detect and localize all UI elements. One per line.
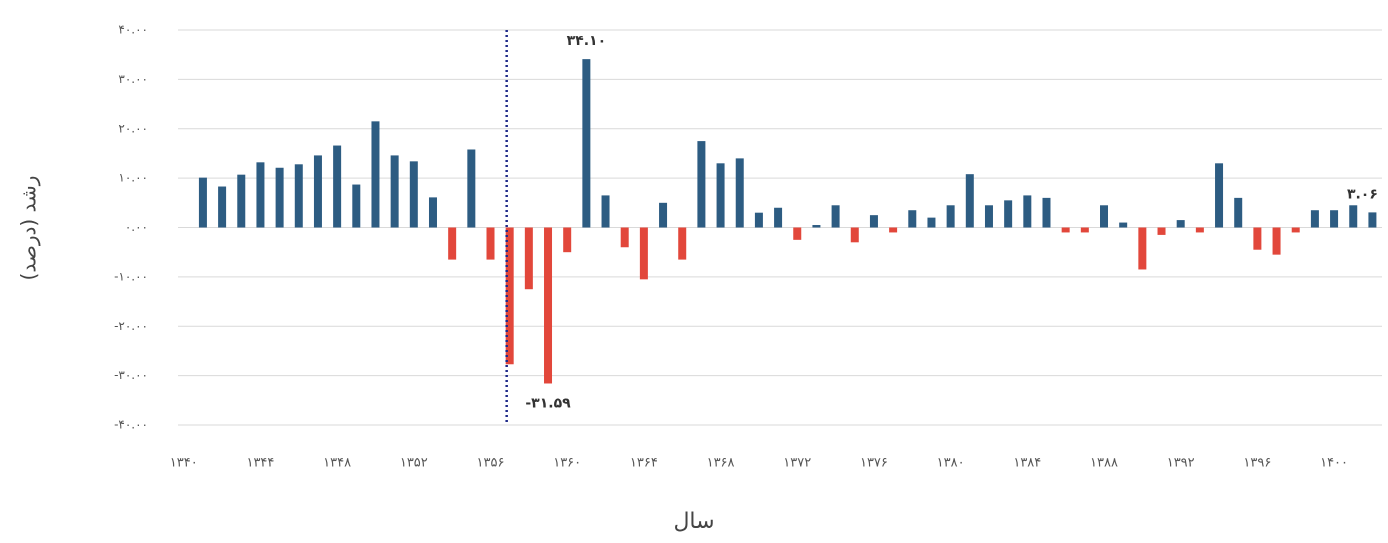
y-tick-label: -۱۰.۰۰ xyxy=(114,269,148,283)
bar xyxy=(735,158,744,228)
bar xyxy=(448,227,457,260)
bar xyxy=(1349,205,1358,228)
bar xyxy=(793,227,802,240)
bar xyxy=(601,195,610,228)
x-tick-label: ۱۳۴۰ xyxy=(170,456,198,471)
y-tick-label: ۲۰.۰۰ xyxy=(118,121,148,135)
bar xyxy=(313,155,322,228)
bar xyxy=(1310,210,1319,228)
y-axis-title: رشد (درصد) xyxy=(17,176,41,281)
bar xyxy=(639,227,648,280)
x-tick-label: ۱۳۶۸ xyxy=(707,456,735,471)
bar xyxy=(1195,227,1204,233)
x-tick-label: ۱۳۴۴ xyxy=(246,456,274,471)
x-tick-label: ۱۳۸۸ xyxy=(1090,456,1118,471)
bar xyxy=(620,227,629,248)
bar xyxy=(1004,200,1013,228)
bar xyxy=(1291,227,1300,233)
x-tick-label: ۱۳۷۶ xyxy=(860,456,888,471)
y-tick-label: -۳۰.۰۰ xyxy=(114,368,148,382)
x-tick-label: ۱۳۸۰ xyxy=(937,456,965,471)
bar xyxy=(1234,197,1243,228)
bar xyxy=(774,207,783,228)
bar xyxy=(467,149,476,228)
y-tick-label: ۱۰.۰۰ xyxy=(118,171,148,185)
bar xyxy=(1080,227,1089,233)
y-tick-label: ۰.۰۰ xyxy=(125,220,148,234)
x-tick-label: ۱۳۴۸ xyxy=(323,456,351,471)
x-tick-label: ۱۳۵۶ xyxy=(477,456,505,471)
bar xyxy=(1215,163,1224,228)
x-tick-label: ۱۳۶۰ xyxy=(553,456,581,471)
bar xyxy=(237,174,246,228)
bar xyxy=(716,163,725,228)
x-tick-label: ۱۳۵۲ xyxy=(400,456,428,471)
bar xyxy=(1272,227,1281,255)
y-tick-label: -۲۰.۰۰ xyxy=(114,319,148,333)
bar xyxy=(1253,227,1262,250)
bar xyxy=(428,197,437,228)
bar xyxy=(275,167,284,228)
bar xyxy=(1176,220,1185,228)
bar xyxy=(678,227,687,260)
bar xyxy=(390,155,399,228)
data-label: ۳۴.۱۰ xyxy=(567,33,607,49)
x-tick-label: ۱۴۰۰ xyxy=(1320,456,1348,471)
y-tick-label: -۴۰.۰۰ xyxy=(114,418,148,432)
bar xyxy=(1042,197,1051,228)
bar xyxy=(927,217,936,228)
bar xyxy=(754,212,763,228)
x-tick-label: ۱۳۹۲ xyxy=(1167,456,1195,471)
bar xyxy=(352,184,361,228)
bar xyxy=(544,227,553,384)
bar xyxy=(1023,195,1032,228)
bar xyxy=(333,145,342,228)
bar xyxy=(1100,205,1109,228)
bar xyxy=(371,121,380,228)
bar xyxy=(1119,222,1128,228)
x-tick-label: ۱۳۷۲ xyxy=(783,456,811,471)
bar xyxy=(486,227,495,260)
bar xyxy=(524,227,533,290)
y-tick-label: ۴۰.۰۰ xyxy=(118,23,148,37)
x-tick-label: ۱۳۹۶ xyxy=(1243,456,1271,471)
bar xyxy=(697,141,706,228)
data-label: ۳.۰۶ xyxy=(1347,186,1378,202)
bar xyxy=(582,59,591,228)
bar xyxy=(812,225,821,228)
bar xyxy=(1157,227,1166,235)
bar xyxy=(659,202,668,228)
bar xyxy=(1138,227,1147,270)
x-axis-title: سال xyxy=(673,509,714,534)
data-label: -۳۱.۵۹ xyxy=(525,395,571,411)
bar xyxy=(908,210,917,228)
bar xyxy=(256,162,265,228)
bar xyxy=(850,227,859,243)
bar xyxy=(1330,210,1339,228)
bar xyxy=(831,205,840,228)
bar xyxy=(965,174,974,228)
y-tick-label: ۳۰.۰۰ xyxy=(118,72,148,86)
bar xyxy=(1368,212,1377,228)
bar xyxy=(409,161,418,228)
bar xyxy=(984,205,993,228)
bar xyxy=(869,215,878,228)
bar xyxy=(889,227,898,233)
bar xyxy=(198,177,207,228)
bar xyxy=(1061,227,1070,233)
x-tick-label: ۱۳۶۴ xyxy=(630,456,658,471)
bar xyxy=(563,227,572,253)
bar xyxy=(218,186,227,228)
bar xyxy=(294,164,303,228)
x-tick-label: ۱۳۸۴ xyxy=(1013,456,1041,471)
bar xyxy=(946,205,955,228)
bar xyxy=(505,227,514,365)
